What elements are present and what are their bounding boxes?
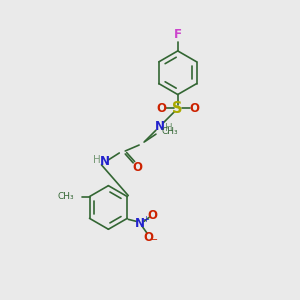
Text: N: N — [135, 217, 145, 230]
Text: H: H — [93, 155, 101, 165]
Text: −: − — [150, 235, 158, 245]
Text: O: O — [147, 209, 157, 222]
Text: N: N — [155, 120, 165, 133]
Text: O: O — [156, 102, 166, 115]
Text: +: + — [142, 215, 148, 224]
Text: O: O — [132, 161, 142, 174]
Text: O: O — [143, 231, 153, 244]
Text: O: O — [190, 102, 200, 115]
Text: CH₃: CH₃ — [162, 127, 178, 136]
Text: S: S — [172, 101, 183, 116]
Text: F: F — [174, 28, 182, 41]
Text: CH₃: CH₃ — [57, 192, 74, 201]
Text: H: H — [165, 123, 173, 133]
Text: N: N — [99, 155, 110, 168]
